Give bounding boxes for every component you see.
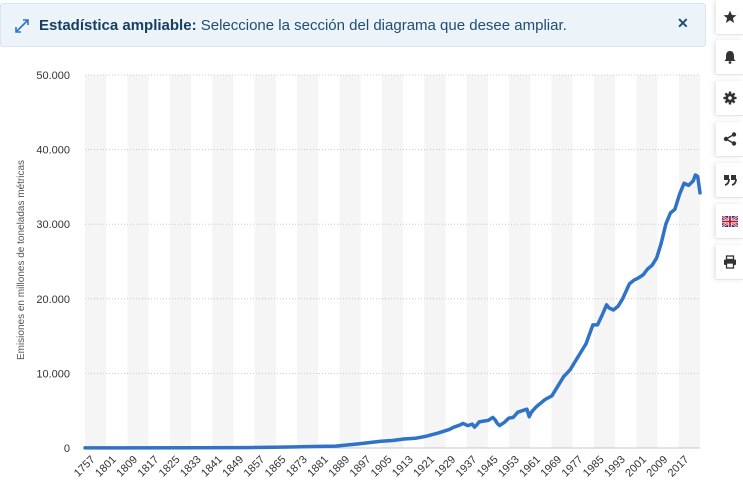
x-tick-label: 1841 [199,454,225,480]
x-band [127,75,149,448]
y-tick-label: 40.000 [36,145,70,157]
close-icon[interactable]: ✕ [677,15,689,31]
x-band [85,75,107,448]
x-tick-label: 1849 [220,454,246,480]
favorite-button[interactable] [716,0,743,35]
x-tick-label: 1945 [475,454,501,480]
x-tick-label: 1937 [454,454,480,480]
x-tick-label: 2001 [623,454,649,480]
x-tick-label: 1953 [496,454,522,480]
x-tick-label: 1905 [369,454,395,480]
series-line-emissions[interactable] [83,173,702,450]
x-band [551,75,573,448]
x-tick-label: 1985 [581,454,607,480]
y-axis-ticks: 0 10.000 20.000 30.000 40.000 50.000 [36,70,70,455]
banner-text: Estadística ampliable: Seleccione la sec… [39,17,567,34]
settings-button[interactable] [716,81,743,116]
x-tick-label: 1913 [390,454,416,480]
x-band [212,75,234,448]
banner-title: Estadística ampliable: [39,17,197,34]
y-tick-label: 0 [64,443,70,455]
x-band [254,75,276,448]
x-band [593,75,616,448]
x-bands [85,75,700,448]
x-tick-label: 1921 [411,454,437,480]
x-band [424,75,446,448]
y-axis-label: Emisiones en millones de toneladas métri… [16,160,27,360]
x-tick-label: 1881 [305,454,331,480]
x-band [678,75,700,448]
x-tick-label: 1889 [326,454,352,480]
x-tick-label: 1825 [157,454,183,480]
x-band [381,75,404,448]
x-band [297,75,319,448]
x-tick-label: 1801 [93,454,119,480]
sidebar-toolbar [716,0,743,290]
bell-icon [724,51,735,64]
flag-uk-icon [721,215,738,227]
print-icon [723,255,736,269]
x-band [466,75,488,448]
x-band [339,75,361,448]
cite-button[interactable] [716,163,743,198]
zoom-banner: Estadística ampliable: Seleccione la sec… [0,3,706,47]
expand-icon [15,19,29,33]
x-band [509,75,531,448]
star-icon [723,10,736,23]
share-button[interactable] [716,122,743,157]
y-tick-label: 50.000 [36,70,70,82]
x-band [636,75,658,448]
x-tick-label: 1969 [538,454,564,480]
x-axis-ticks: 1757180118091817182518331841184918571865… [72,454,692,480]
x-tick-label: 2009 [645,454,671,480]
x-tick-label: 1809 [114,454,140,480]
x-tick-label: 1929 [432,454,458,480]
gear-icon [723,91,736,105]
y-tick-label: 10.000 [36,368,70,380]
x-tick-label: 1865 [263,454,289,480]
x-tick-label: 1993 [602,454,628,480]
x-tick-label: 1757 [72,454,98,480]
x-tick-label: 1897 [348,454,374,480]
quote-icon [723,175,737,186]
x-tick-label: 1857 [242,454,268,480]
share-icon [723,132,736,146]
y-tick-label: 20.000 [36,294,70,306]
emissions-line-chart: 0 10.000 20.000 30.000 40.000 50.000 17571801… [16,70,702,480]
x-tick-label: 2017 [666,454,692,480]
print-button[interactable] [716,245,743,280]
x-tick-label: 1977 [560,454,586,480]
x-tick-label: 1833 [178,454,204,480]
language-button[interactable] [716,204,743,239]
x-tick-label: 1961 [517,454,543,480]
banner-message: Seleccione la sección del diagrama que d… [200,17,567,34]
notification-button[interactable] [716,40,743,75]
x-band [169,75,192,448]
x-tick-label: 1873 [284,454,310,480]
x-tick-label: 1817 [136,454,162,480]
y-tick-label: 30.000 [36,219,70,231]
